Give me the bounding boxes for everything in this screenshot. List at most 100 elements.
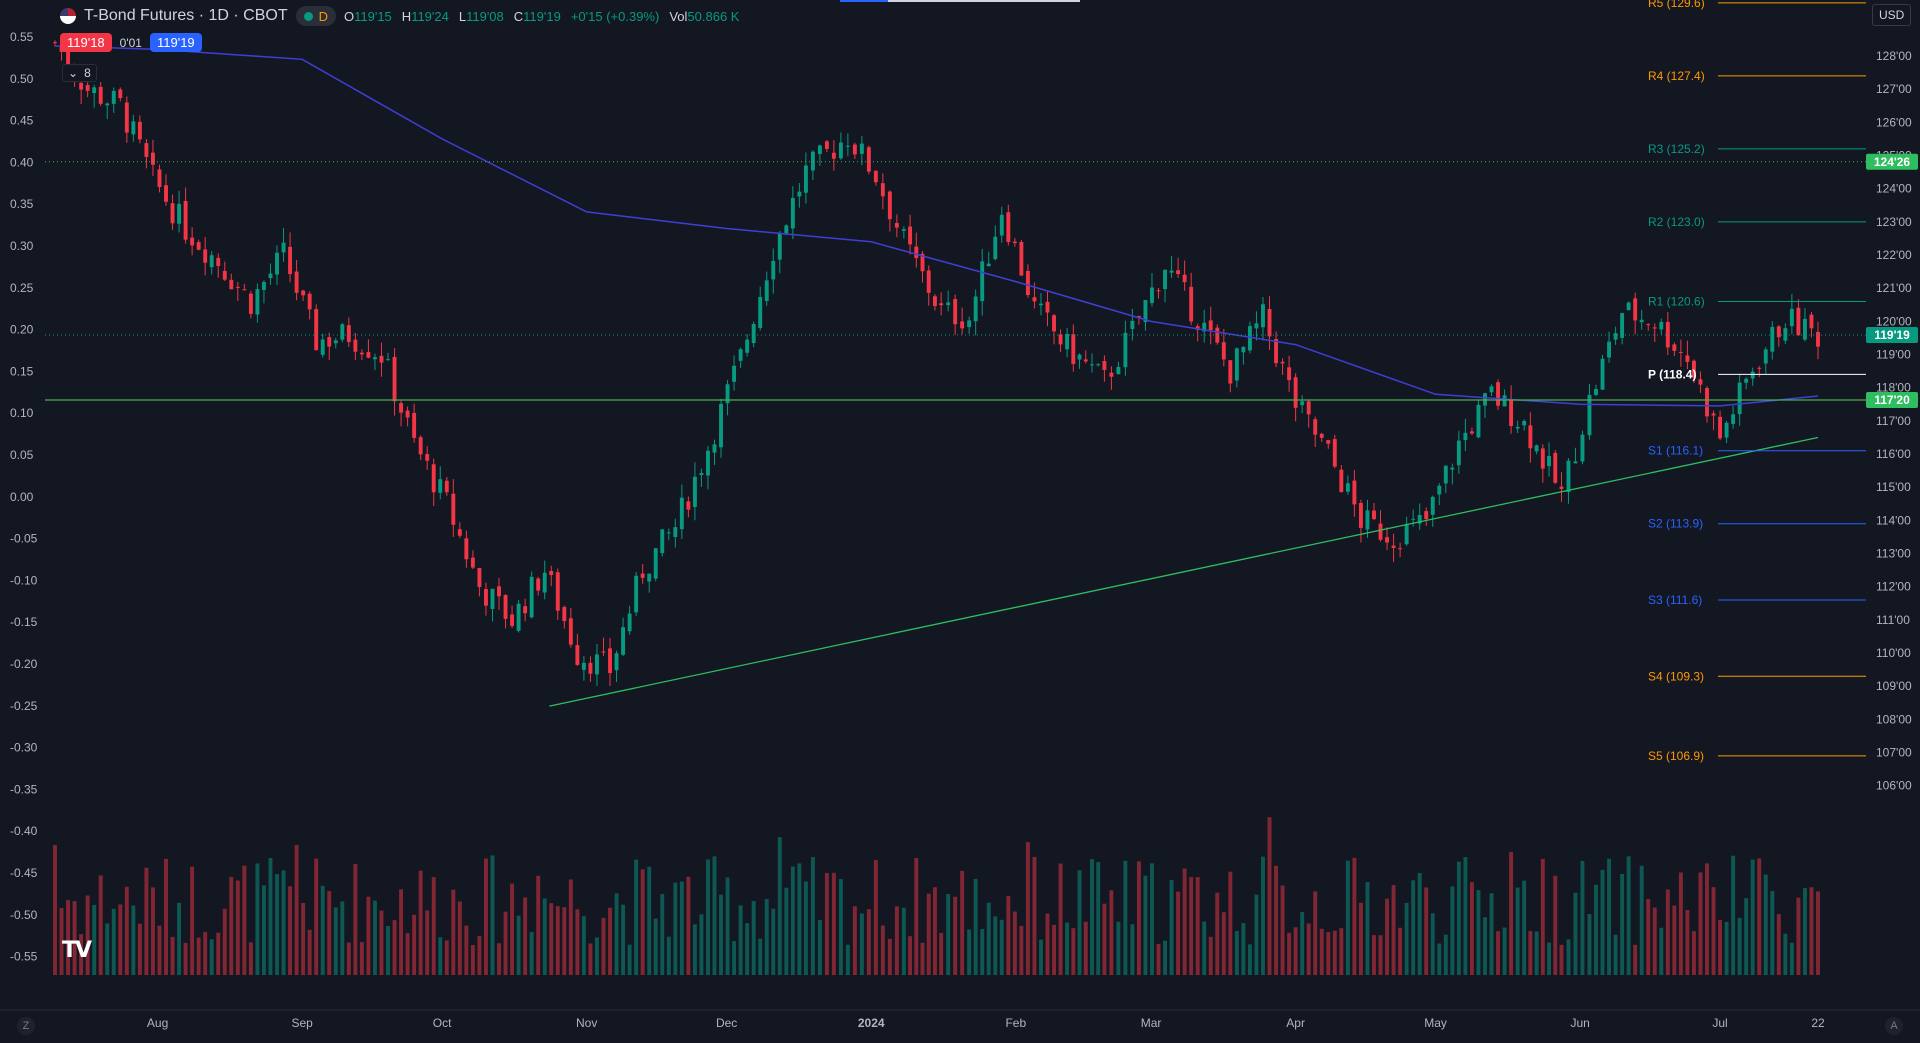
candle-body[interactable] xyxy=(1083,359,1088,362)
candle-body[interactable] xyxy=(1058,334,1063,345)
candle-body[interactable] xyxy=(1404,524,1409,545)
candle-body[interactable] xyxy=(366,352,371,358)
candle-body[interactable] xyxy=(1208,320,1213,331)
candle-body[interactable] xyxy=(555,572,560,611)
candle-body[interactable] xyxy=(457,529,462,536)
candle-body[interactable] xyxy=(725,384,730,404)
candle-body[interactable] xyxy=(1417,514,1422,524)
candle-body[interactable] xyxy=(1358,502,1363,528)
candle-body[interactable] xyxy=(1136,315,1141,318)
candle-body[interactable] xyxy=(549,571,554,576)
candle-body[interactable] xyxy=(1573,461,1578,464)
candle-body[interactable] xyxy=(92,87,97,94)
candle-body[interactable] xyxy=(1783,328,1788,341)
candle-body[interactable] xyxy=(1372,510,1376,520)
candle-body[interactable] xyxy=(894,222,899,228)
candle-body[interactable] xyxy=(1776,326,1781,338)
candle-body[interactable] xyxy=(1809,314,1814,329)
candle-body[interactable] xyxy=(673,527,678,538)
candle-body[interactable] xyxy=(1607,341,1612,358)
candle-body[interactable] xyxy=(797,191,802,197)
candle-body[interactable] xyxy=(926,270,931,293)
candle-body[interactable] xyxy=(431,464,436,493)
candle-body[interactable] xyxy=(1685,355,1690,362)
candle-body[interactable] xyxy=(852,144,857,155)
candle-body[interactable] xyxy=(412,412,417,438)
chart-pane[interactable] xyxy=(0,0,1920,1010)
candle-body[interactable] xyxy=(920,253,925,272)
candle-body[interactable] xyxy=(1019,241,1024,276)
candle-body[interactable] xyxy=(1698,379,1703,385)
candle-body[interactable] xyxy=(1261,304,1265,328)
candle-body[interactable] xyxy=(692,476,697,507)
candle-body[interactable] xyxy=(281,242,286,253)
candle-body[interactable] xyxy=(653,548,658,579)
candle-body[interactable] xyxy=(946,302,951,306)
candle-body[interactable] xyxy=(660,529,665,554)
candle-body[interactable] xyxy=(986,263,991,267)
candle-body[interactable] xyxy=(131,121,136,135)
candle-body[interactable] xyxy=(1789,308,1794,327)
candle-body[interactable] xyxy=(1156,290,1161,292)
auto-scale-button[interactable]: A xyxy=(1885,1017,1903,1035)
candle-body[interactable] xyxy=(242,289,247,291)
candle-body[interactable] xyxy=(503,595,508,619)
candle-body[interactable] xyxy=(1437,485,1442,495)
candle-body[interactable] xyxy=(1287,367,1292,381)
candle-body[interactable] xyxy=(1515,426,1520,429)
candle-body[interactable] xyxy=(1398,548,1403,550)
candle-body[interactable] xyxy=(1770,326,1775,352)
candle-body[interactable] xyxy=(346,325,351,343)
candle-body[interactable] xyxy=(327,337,332,347)
candle-body[interactable] xyxy=(1045,301,1050,313)
candle-body[interactable] xyxy=(764,280,769,301)
candle-body[interactable] xyxy=(118,89,123,99)
candle-body[interactable] xyxy=(190,237,195,246)
candle-body[interactable] xyxy=(1476,404,1481,438)
candle-body[interactable] xyxy=(1123,332,1128,368)
candle-body[interactable] xyxy=(1613,333,1618,340)
candle-body[interactable] xyxy=(529,576,534,618)
candle-body[interactable] xyxy=(1763,349,1768,364)
candle-body[interactable] xyxy=(1757,367,1762,369)
candle-body[interactable] xyxy=(301,290,306,296)
candle-body[interactable] xyxy=(1143,300,1148,322)
candle-body[interactable] xyxy=(738,349,743,361)
candle-body[interactable] xyxy=(1633,298,1638,321)
candle-body[interactable] xyxy=(183,200,188,240)
candle-body[interactable] xyxy=(1450,467,1455,470)
candle-body[interactable] xyxy=(1665,321,1670,348)
candle-body[interactable] xyxy=(1365,510,1370,530)
candle-body[interactable] xyxy=(745,339,750,353)
candle-body[interactable] xyxy=(732,365,737,382)
candle-body[interactable] xyxy=(627,613,632,632)
candle-body[interactable] xyxy=(1247,326,1252,351)
candle-body[interactable] xyxy=(1221,342,1226,360)
candle-body[interactable] xyxy=(105,103,110,106)
candle-body[interactable] xyxy=(510,614,515,626)
candle-body[interactable] xyxy=(248,293,253,314)
market-status-pill[interactable]: D xyxy=(295,6,336,26)
candle-body[interactable] xyxy=(1580,434,1585,462)
candle-body[interactable] xyxy=(880,183,885,197)
candle-body[interactable] xyxy=(1345,483,1350,492)
candle-body[interactable] xyxy=(1626,302,1631,311)
candle-body[interactable] xyxy=(1559,486,1564,489)
candle-body[interactable] xyxy=(1189,286,1194,322)
candle-body[interactable] xyxy=(1052,315,1056,332)
candle-body[interactable] xyxy=(1678,351,1683,353)
candle-body[interactable] xyxy=(790,197,795,229)
candle-body[interactable] xyxy=(1306,401,1311,415)
candle-body[interactable] xyxy=(379,355,384,363)
candle-body[interactable] xyxy=(1313,419,1318,435)
candle-body[interactable] xyxy=(1176,270,1181,275)
candle-body[interactable] xyxy=(1254,323,1259,329)
candle-body[interactable] xyxy=(751,324,756,344)
candle-body[interactable] xyxy=(1718,416,1723,439)
candle-body[interactable] xyxy=(164,185,168,202)
moving-average-line[interactable] xyxy=(54,45,1819,407)
candle-body[interactable] xyxy=(353,339,358,352)
candle-body[interactable] xyxy=(824,141,829,149)
candle-body[interactable] xyxy=(1646,324,1651,326)
candle-body[interactable] xyxy=(1339,469,1344,492)
